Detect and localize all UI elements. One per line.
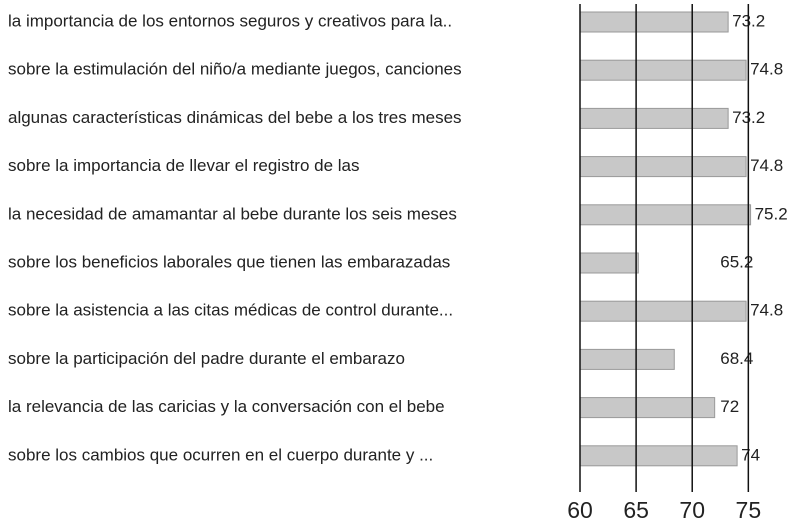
value-label: 74 [741,445,760,464]
bar [579,204,752,226]
bar [579,300,747,322]
category-label: sobre la asistencia a las citas médicas … [8,301,453,320]
bar [579,445,738,467]
category-label: la importancia de los entornos seguros y… [8,11,452,30]
x-tick-label: 65 [623,497,649,523]
bar [579,59,747,81]
value-label: 74.8 [750,156,783,175]
x-tick-label: 60 [567,497,593,523]
value-label: 68.4 [720,349,753,368]
category-label: la necesidad de amamantar al bebe durant… [8,204,457,223]
bar [579,348,675,370]
value-label: 65.2 [720,252,753,271]
value-label: 75.2 [755,204,788,223]
category-label: algunas características dinámicas del be… [8,108,462,127]
category-label: la relevancia de las caricias y la conve… [8,397,445,416]
bar [579,156,747,178]
bar [579,397,716,419]
x-tick-label: 70 [679,497,705,523]
value-label: 74.8 [750,60,783,79]
bar [579,11,729,33]
bar [579,252,639,274]
category-label: sobre la importancia de llevar el regist… [8,156,360,175]
category-label: sobre los beneficios laborales que tiene… [8,252,450,271]
bar [579,107,729,129]
category-label: sobre los cambios que ocurren en el cuer… [8,445,433,464]
value-label: 72 [720,397,739,416]
x-tick-label: 75 [736,497,762,523]
category-label: sobre la estimulación del niño/a mediant… [8,60,462,79]
value-label: 74.8 [750,301,783,320]
category-label: sobre la participación del padre durante… [8,349,405,368]
